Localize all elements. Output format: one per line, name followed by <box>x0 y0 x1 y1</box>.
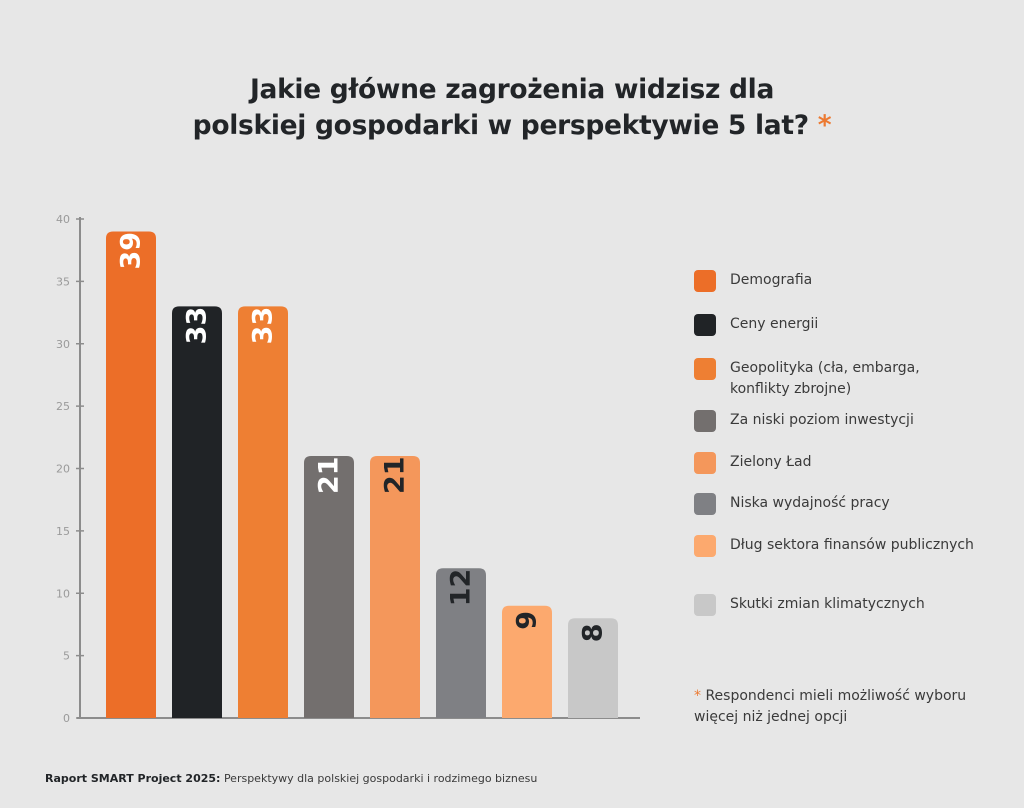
bar <box>436 568 486 718</box>
legend-item: Niska wydajność pracy <box>694 493 980 515</box>
bar <box>106 231 156 718</box>
title-line-1: Jakie główne zagrożenia widzisz dla <box>249 74 775 105</box>
legend-item: Zielony Ład <box>694 452 980 474</box>
legend-swatch <box>694 270 716 292</box>
y-axis: 0 5 10 15 20 25 30 35 40 <box>56 213 640 725</box>
y-tick-label: 20 <box>56 463 70 476</box>
footnote-asterisk: * <box>694 688 701 704</box>
title-asterisk: * <box>817 110 832 141</box>
bar <box>502 605 552 718</box>
bar-value-label: 33 <box>248 307 279 345</box>
bar-value-label: 12 <box>446 569 477 607</box>
bar-value-label: 21 <box>380 456 411 494</box>
legend-swatch <box>694 535 716 557</box>
bar-value-label: 8 <box>578 623 609 642</box>
legend-label: Niska wydajność pracy <box>730 495 890 511</box>
y-tick-label: 15 <box>56 525 70 538</box>
bar-value-label: 21 <box>314 456 345 494</box>
legend-item: Dług sektora finansów publicznych <box>694 535 980 557</box>
bars: 39 33 33 21 21 12 9 8 <box>106 231 618 718</box>
legend-swatch <box>694 358 716 380</box>
legend-label: Za niski poziom inwestycji <box>730 412 914 428</box>
y-tick-label: 30 <box>56 338 70 351</box>
footnote-text: Respondenci mieli możliwość wyboru więce… <box>694 688 967 725</box>
legend-item: Demografia <box>694 270 980 292</box>
legend-item: Geopolityka (cła, embarga, konflikty zbr… <box>694 358 980 400</box>
y-tick-label: 10 <box>56 587 70 600</box>
title-line-2-text: polskiej gospodarki w perspektywie 5 lat… <box>192 110 809 141</box>
source-report-subtitle: Perspektywy dla polskiej gospodarki i ro… <box>223 772 538 785</box>
bar-chart: 0 5 10 15 20 25 30 35 40 39 33 33 21 21 12 9 8 <box>56 213 640 725</box>
chart-title: Jakie główne zagrożenia widzisz dla pols… <box>0 72 1024 144</box>
footnote: * Respondenci mieli możliwość wyboru wię… <box>694 686 984 728</box>
legend-label: Geopolityka (cła, embarga, konflikty zbr… <box>730 360 920 397</box>
y-tick-label: 25 <box>56 400 70 413</box>
bar <box>172 306 222 718</box>
bar-value-label: 9 <box>512 611 543 630</box>
bar <box>238 306 288 718</box>
legend-label: Zielony Ład <box>730 454 812 470</box>
legend-swatch <box>694 452 716 474</box>
bar-value-label: 33 <box>182 307 213 345</box>
legend-item: Za niski poziom inwestycji <box>694 410 980 432</box>
legend-label: Demografia <box>730 272 813 288</box>
legend-label: Dług sektora finansów publicznych <box>730 537 974 553</box>
legend-item: Skutki zmian klimatycznych <box>694 594 980 616</box>
y-tick-label: 0 <box>63 712 70 725</box>
y-tick-label: 40 <box>56 213 70 226</box>
y-tick-label: 35 <box>56 275 70 288</box>
bar <box>568 618 618 718</box>
legend-item: Ceny energii <box>694 314 980 336</box>
title-line-2: polskiej gospodarki w perspektywie 5 lat… <box>0 108 1024 144</box>
source-footer: Raport SMART Project 2025: Perspektywy d… <box>45 772 537 785</box>
source-report-name: Raport SMART Project 2025: <box>45 772 221 785</box>
legend-swatch <box>694 314 716 336</box>
legend-swatch <box>694 410 716 432</box>
legend-swatch <box>694 594 716 616</box>
bar <box>370 456 420 718</box>
legend-label: Skutki zmian klimatycznych <box>730 596 925 612</box>
bar <box>304 456 354 718</box>
legend-swatch <box>694 493 716 515</box>
y-tick-label: 5 <box>63 650 70 663</box>
bar-value-label: 39 <box>116 232 147 270</box>
legend-label: Ceny energii <box>730 316 819 332</box>
